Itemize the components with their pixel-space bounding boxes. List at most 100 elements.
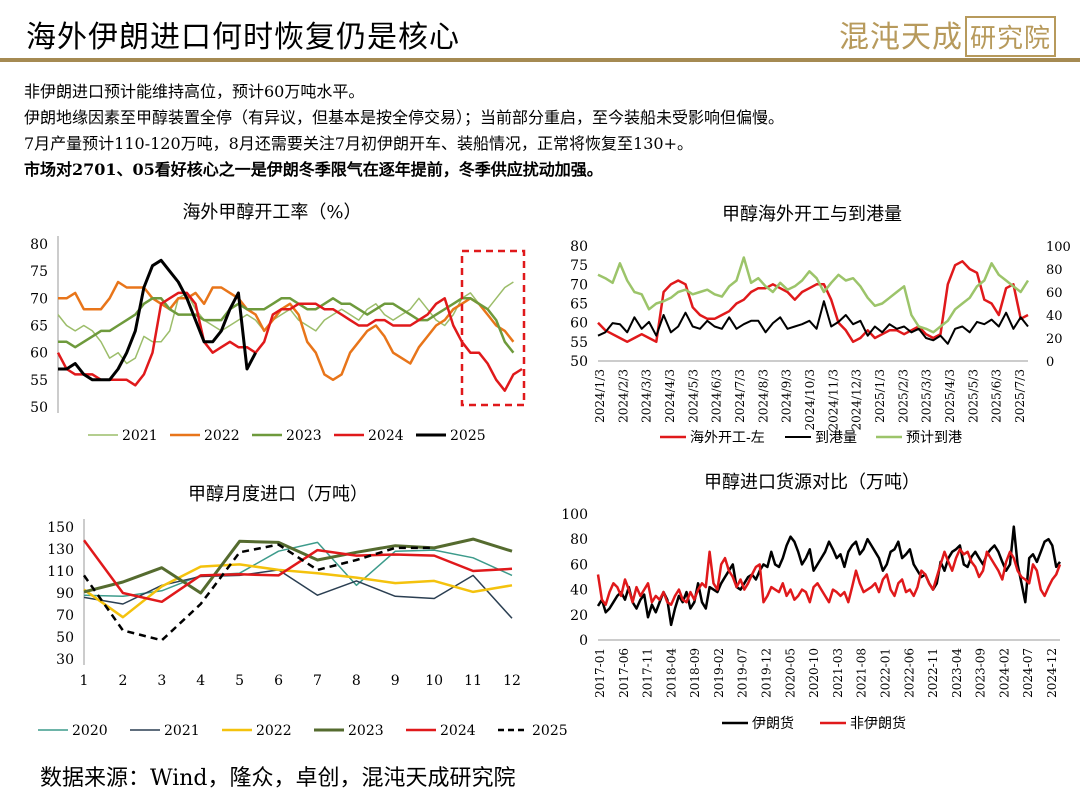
c2-xtick: 2025/6/3 — [990, 369, 1004, 423]
c3-legend-label: 2025 — [532, 723, 568, 739]
paragraph-1: 非伊朗进口预计能维持高位，预计60万吨水平。 — [24, 82, 365, 101]
c1-series-line — [58, 280, 515, 382]
c4-xtick: 2020-10 — [807, 648, 821, 698]
c2-ytick: 60 — [570, 316, 588, 332]
c2-legend-label: 预计到港 — [906, 430, 962, 446]
c4-xtick: 2018-09 — [688, 648, 702, 698]
c3-xtick: 6 — [274, 673, 283, 689]
c3-ytick: 90 — [56, 586, 74, 602]
c2-ytick: 80 — [570, 239, 588, 255]
c4-legend-label: 伊朗货 — [752, 715, 794, 732]
c4-ytick: 60 — [570, 557, 588, 573]
c2-ytick: 70 — [570, 277, 588, 293]
c4-series-line — [596, 525, 1061, 627]
c4-ytick: 80 — [570, 532, 588, 548]
c3-xtick: 8 — [352, 673, 361, 689]
c4-xtick: 2022-06 — [902, 648, 916, 698]
c4-ytick: 40 — [570, 583, 588, 599]
brand-logo: 混沌天成 研究院 — [839, 12, 1056, 57]
c4-ytick: 100 — [561, 507, 588, 523]
c3-ytick: 110 — [47, 564, 74, 580]
c2-xtick: 2025/2/3 — [896, 369, 910, 423]
c2-ytick: 50 — [570, 354, 588, 370]
paragraph-2: 伊朗地缘因素至甲醇装置全停（有异议，但基本是按全停交易）；当前部分重启，至今装船… — [24, 108, 785, 127]
c4-xtick: 2022-01 — [878, 648, 892, 698]
c2-xtick: 2025/7/3 — [1013, 369, 1027, 423]
c1-series-line — [56, 291, 523, 392]
c4-xtick: 2019-07 — [736, 648, 750, 698]
c2-xtick: 2025/4/3 — [943, 369, 957, 423]
c3-series-line — [83, 537, 513, 595]
c3-xtick: 4 — [196, 673, 205, 689]
c2-ytick: 65 — [570, 297, 588, 313]
c2-xtick: 2024/11/3 — [826, 369, 840, 431]
c1-series-line — [58, 297, 515, 354]
c2-xtick: 2024/4/3 — [663, 369, 677, 423]
c1-series-line — [57, 281, 514, 365]
page-title: 海外伊朗进口何时恢复仍是核心 — [26, 20, 460, 55]
c4-xtick: 2017-06 — [617, 648, 631, 698]
c3-xtick: 2 — [118, 673, 127, 689]
c1-legend-label: 2021 — [122, 428, 158, 444]
c4-xtick: 2018-04 — [664, 648, 678, 698]
c2-y2tick: 0 — [1046, 355, 1054, 370]
c1-ytick: 50 — [30, 400, 48, 416]
c3-xtick: 10 — [425, 673, 443, 689]
c3-legend-label: 2023 — [348, 723, 384, 739]
c4-xtick: 2024-07 — [1021, 648, 1035, 698]
title-divider — [0, 58, 1080, 62]
c1-title: 海外甲醇开工率（%） — [182, 202, 361, 223]
c4-xtick: 2019-02 — [712, 648, 726, 698]
c3-ytick: 70 — [56, 608, 74, 624]
c3-ytick: 150 — [47, 520, 74, 536]
c3-xtick: 12 — [503, 673, 521, 689]
c2-y2tick: 80 — [1046, 263, 1063, 278]
c2-xtick: 2024/7/3 — [733, 369, 747, 423]
c4-legend-label: 非伊朗货 — [850, 715, 906, 732]
c2-legend-label: 海外开工-左 — [690, 430, 765, 446]
c4-ytick: 20 — [570, 608, 588, 624]
c2-xtick: 2024/2/3 — [616, 369, 630, 423]
c1-series-line — [58, 258, 257, 382]
c2-series-line — [597, 260, 1029, 344]
c2-xtick: 2024/9/3 — [780, 369, 794, 423]
c4-xtick: 2022-11 — [926, 648, 940, 698]
c2-ytick: 55 — [570, 335, 588, 351]
c2-xtick: 2025/1/3 — [873, 369, 887, 423]
c1-legend-label: 2025 — [450, 428, 486, 444]
c4-xtick: 2020-05 — [783, 648, 797, 698]
c3-series-line — [82, 539, 513, 604]
c2-ytick: 75 — [570, 258, 588, 274]
c3-xtick: 1 — [80, 673, 89, 689]
c2-xtick: 2024/1/3 — [593, 369, 607, 423]
data-source: 数据来源：Wind，隆众，卓创，混沌天成研究院 — [40, 766, 516, 791]
c2-xtick: 2025/5/3 — [966, 369, 980, 423]
c4-xtick: 2021-08 — [855, 648, 869, 698]
c3-title: 甲醇月度进口（万吨） — [188, 484, 368, 505]
c3-ytick: 30 — [56, 652, 74, 668]
c3-xtick: 3 — [157, 673, 166, 689]
paragraph-4-bold: 市场对2701、05看好核心之一是伊朗冬季限气在逐年提前，冬季供应扰动加强。 — [24, 160, 603, 179]
c1-ytick: 70 — [30, 291, 48, 307]
c2-xtick: 2025/3/3 — [920, 369, 934, 423]
c4-series-line — [596, 548, 1062, 606]
c3-xtick: 11 — [464, 673, 482, 689]
c1-ytick: 75 — [30, 264, 48, 280]
c3-xtick: 9 — [391, 673, 400, 689]
c2-xtick: 2024/10/3 — [803, 369, 817, 431]
c2-xtick: 2024/12/3 — [850, 369, 864, 431]
c3-legend-label: 2022 — [256, 723, 292, 739]
paragraph-3: 7月产量预计110-120万吨，8月还需要关注7月初伊朗开车、装船情况，正常将恢… — [24, 134, 693, 153]
c3-series-line — [83, 563, 513, 619]
c2-y2tick: 40 — [1046, 309, 1063, 324]
c3-ytick: 130 — [47, 542, 74, 558]
c2-xtick: 2024/5/3 — [686, 369, 700, 423]
c3-xtick: 5 — [235, 673, 244, 689]
c3-xtick: 7 — [313, 673, 322, 689]
c2-y2tick: 100 — [1046, 240, 1071, 255]
c2-xtick: 2024/6/3 — [710, 369, 724, 423]
c2-y2tick: 60 — [1046, 286, 1063, 301]
c4-xtick: 2019-12 — [760, 648, 774, 698]
c2-legend-label: 到港量 — [815, 430, 857, 446]
c1-ytick: 55 — [30, 373, 48, 389]
